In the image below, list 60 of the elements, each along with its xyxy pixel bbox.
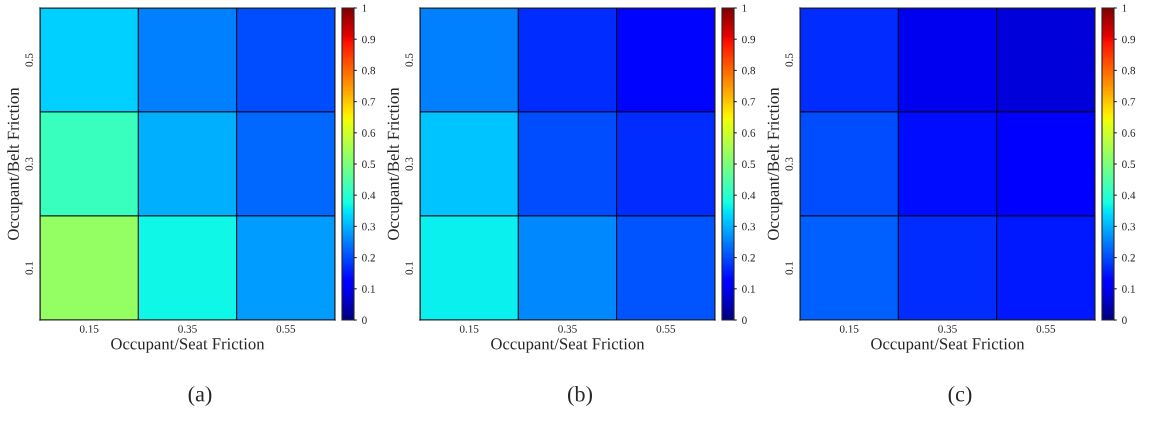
y-tick-label: 0.5 [405, 53, 413, 67]
y-tick-label: 0.3 [785, 157, 793, 171]
color-bar-label: 0.7 [362, 98, 376, 106]
y-axis-title: Occupant/Belt Friction [7, 87, 23, 240]
color-bar-label: 0 [1122, 316, 1127, 324]
color-bar-label: 0.4 [742, 191, 756, 200]
color-bar-label: 0.3 [362, 222, 376, 231]
color-bar-label: 0.4 [1122, 191, 1136, 200]
color-bar-label: 0.5 [1122, 160, 1136, 169]
color-bar-label: 0.5 [362, 160, 376, 169]
y-tick-label: 0.1 [25, 261, 33, 275]
color-bar-label: 1 [742, 4, 747, 12]
x-axis-title: Occupant/Seat Friction [871, 338, 1025, 353]
x-axis-title: Occupant/Seat Friction [111, 338, 265, 353]
color-bar-label: 0.9 [362, 35, 376, 44]
color-bar-label: 0.4 [362, 191, 376, 200]
color-bar-label: 0 [362, 316, 367, 324]
color-bar-label: 0.1 [1122, 285, 1135, 293]
color-bar-label: 0.9 [1122, 35, 1136, 44]
x-tick-label: 0.15 [79, 325, 99, 333]
color-bar-label: 0.6 [742, 129, 756, 137]
x-axis-title: Occupant/Seat Friction [491, 338, 645, 353]
y-tick-label: 0.3 [25, 157, 33, 171]
x-tick-label: 0.15 [839, 325, 859, 333]
color-bar-label: 1 [1122, 4, 1127, 12]
color-bar-label: 0.8 [742, 66, 756, 75]
y-tick-label: 0.5 [25, 53, 33, 67]
y-tick-label: 0.1 [785, 261, 793, 275]
y-tick-label: 0.1 [405, 261, 413, 275]
color-bar-label: 1 [362, 4, 367, 12]
x-tick-label: 0.35 [938, 325, 957, 333]
color-bar-label: 0.2 [742, 254, 755, 262]
x-tick-label: 0.55 [1036, 325, 1056, 333]
color-bar-label: 0.2 [362, 254, 375, 262]
color-bar-label: 0.1 [742, 285, 755, 293]
text: (c) [948, 385, 972, 407]
color-bar-label: 0.8 [1122, 66, 1136, 75]
color-bar-label: 0.3 [742, 222, 756, 231]
y-tick-label: 0.5 [785, 53, 793, 67]
y-axis-title: Occupant/Belt Friction [387, 87, 403, 240]
color-bar-label: 0.1 [362, 285, 375, 293]
y-axis-title: Occupant/Belt Friction [767, 87, 783, 240]
text: (a) [188, 385, 212, 407]
color-bar-label: 0.8 [362, 66, 376, 75]
x-tick-label: 0.55 [656, 325, 676, 333]
text: (b) [568, 385, 592, 407]
color-bar-label: 0 [742, 316, 747, 324]
color-bar-label: 0.6 [1122, 129, 1136, 137]
color-bar-label: 0.6 [362, 129, 376, 137]
color-bar-label: 0.7 [742, 98, 756, 106]
x-tick-label: 0.35 [558, 325, 577, 333]
color-bar-label: 0.5 [742, 160, 756, 169]
color-bar-label: 0.3 [1122, 222, 1136, 231]
color-bar-label: 0.7 [1122, 98, 1136, 106]
color-bar-label: 0.9 [742, 35, 756, 44]
y-tick-label: 0.3 [405, 157, 413, 171]
x-tick-label: 0.35 [178, 325, 197, 333]
x-tick-label: 0.55 [276, 325, 296, 333]
x-tick-label: 0.15 [459, 325, 479, 333]
color-bar-label: 0.2 [1122, 254, 1135, 262]
